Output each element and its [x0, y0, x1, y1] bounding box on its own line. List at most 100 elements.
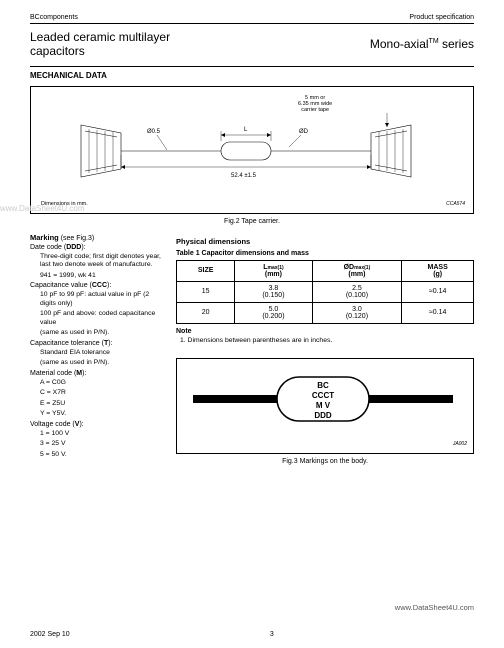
header-left: BCcomponents — [30, 14, 78, 21]
cell-m: ≈0.14 — [402, 302, 474, 323]
fig2-cca: CCA574 — [446, 201, 465, 207]
vol-h: Voltage code (V): — [30, 421, 162, 428]
mat-a: A = C0G — [40, 379, 162, 387]
fig3-caption: Fig.3 Markings on the body. — [176, 458, 474, 465]
table-row: 15 3.8(0.150) 2.5(0.100) ≈0.14 — [177, 281, 474, 302]
cell-l: 5.0(0.200) — [235, 302, 312, 323]
th-size: SIZE — [177, 260, 235, 281]
fig2-d05-label: Ø0.5 — [147, 129, 161, 135]
title-right-pre: Mono-axial — [370, 37, 429, 51]
marking-heading: Marking (see Fig.3) — [30, 233, 162, 242]
header-row: BCcomponents Product specification — [30, 14, 474, 21]
mat-h: Material code (M): — [30, 370, 162, 377]
table-row: 20 5.0(0.200) 3.0(0.120) ≈0.14 — [177, 302, 474, 323]
cell-l-v: 3.8 — [269, 285, 279, 292]
date-code-h: Date code (DDD): — [30, 244, 162, 251]
th-mass: MASS(g) — [402, 260, 474, 281]
date-text1: Three-digit code; first digit denotes ye… — [40, 253, 162, 270]
cap-bold: CCC — [92, 282, 107, 289]
cell-size: 20 — [177, 302, 235, 323]
section-mechanical: MECHANICAL DATA — [30, 71, 474, 80]
header-right: Product specification — [409, 14, 474, 21]
cell-d: 2.5(0.100) — [312, 281, 402, 302]
cap-t1: 10 pF to 99 pF: actual value in pF (2 di… — [40, 291, 162, 308]
columns: Marking (see Fig.3) Date code (DDD): Thr… — [30, 233, 474, 473]
left-column: Marking (see Fig.3) Date code (DDD): Thr… — [30, 233, 162, 473]
th-d-pre: ØD — [344, 264, 355, 271]
vol-5: 5 = 50 V. — [40, 451, 162, 459]
tol-t1: Standard EIA tolerance — [40, 349, 162, 357]
title-right: Mono-axialTM series — [370, 37, 474, 51]
cap-post: ): — [107, 282, 111, 289]
th-l-mm: (mm) — [265, 271, 282, 278]
th-l: Lmax(1)(mm) — [235, 260, 312, 281]
date-pre: Date code ( — [30, 244, 66, 251]
cell-d-v: 2.5 — [352, 285, 362, 292]
fig3-mv: M V — [316, 401, 331, 410]
table-header-row: SIZE Lmax(1)(mm) ØDmax(1)(mm) MASS(g) — [177, 260, 474, 281]
fig2-svg: Ø0.5 L ØD 52.4 ±1.5 — [71, 107, 431, 197]
cell-size: 15 — [177, 281, 235, 302]
fig2-box: 5 mm or 6.35 mm wide carrier tape — [30, 86, 474, 214]
tol-t2: (same as used in P/N). — [40, 359, 162, 367]
fig2-caption: Fig.2 Tape carrier. — [30, 218, 474, 225]
cell-d-i: (0.120) — [346, 313, 368, 320]
fig3-ddd: DDD — [314, 411, 332, 420]
date-text2: 941 = 1999, wk 41 — [40, 272, 162, 280]
tol-pre: Capacitance tolerance ( — [30, 340, 104, 347]
th-mass-g: (g) — [433, 271, 442, 278]
cell-d-v: 3.0 — [352, 306, 362, 313]
cell-l-v: 5.0 — [269, 306, 279, 313]
vol-3: 3 = 25 V — [40, 440, 162, 448]
title-right-post: series — [439, 37, 474, 51]
marking-see: (see Fig.3) — [59, 235, 94, 242]
tm-mark: TM — [429, 38, 439, 45]
marking-h: Marking — [30, 233, 59, 242]
vol-pre: Voltage code ( — [30, 421, 75, 428]
tol-h: Capacitance tolerance (T): — [30, 340, 162, 347]
date-post: ): — [81, 244, 85, 251]
th-mass-l: MASS — [428, 264, 448, 271]
title-left: Leaded ceramic multilayer capacitors — [30, 30, 170, 59]
footer-page: 3 — [270, 631, 274, 638]
cell-d-i: (0.100) — [346, 292, 368, 299]
cell-l-i: (0.200) — [262, 313, 284, 320]
cell-l-i: (0.150) — [262, 292, 284, 299]
tol-post: ): — [108, 340, 112, 347]
dim-table: SIZE Lmax(1)(mm) ØDmax(1)(mm) MASS(g) 15… — [176, 260, 474, 324]
phys-h: Physical dimensions — [176, 237, 474, 246]
title-line2: capacitors — [30, 44, 170, 58]
title-line1: Leaded ceramic multilayer — [30, 30, 170, 44]
mat-y: Y = Y5V. — [40, 410, 162, 418]
mat-c: C = X7R — [40, 389, 162, 397]
th-d-mm: (mm) — [348, 271, 365, 278]
cap-t3: (same as used in P/N). — [40, 329, 162, 337]
mat-e: E = Z5U — [40, 400, 162, 408]
fig3-svg: BC CCCT M V DDD — [193, 371, 453, 431]
mat-pre: Material code ( — [30, 370, 76, 377]
fig3-ccct: CCCT — [312, 391, 334, 400]
cell-l: 3.8(0.150) — [235, 281, 312, 302]
table-h: Table 1 Capacitor dimensions and mass — [176, 250, 309, 257]
footer: 2002 Sep 10 3 — [30, 631, 474, 638]
fig3-box: BC CCCT M V DDD JA002 — [176, 358, 474, 454]
right-column: Physical dimensions Table 1 Capacitor di… — [176, 233, 474, 473]
mat-post: ): — [82, 370, 86, 377]
cell-m: ≈0.14 — [402, 281, 474, 302]
rule-title — [30, 66, 474, 67]
note-1: 1. Dimensions between parentheses are in… — [180, 337, 474, 344]
watermark-left: www.DataSheet4U.com — [0, 204, 84, 213]
fig2-len-label: 52.4 ±1.5 — [231, 173, 257, 179]
fig2-d-label: ØD — [299, 129, 309, 135]
cap-t2: 100 pF and above: coded capacitance valu… — [40, 310, 162, 327]
vol-post: ): — [79, 421, 83, 428]
fig3-ja: JA002 — [453, 441, 467, 447]
table-heading: Table 1 Capacitor dimensions and mass — [176, 250, 474, 257]
fig3-bc: BC — [317, 381, 329, 390]
title-row: Leaded ceramic multilayer capacitors Mon… — [30, 24, 474, 67]
cap-pre: Capacitance value ( — [30, 282, 92, 289]
watermark: www.DataSheet4U.com — [395, 603, 474, 612]
fig2-l-label: L — [244, 127, 248, 133]
note-h: Note — [176, 328, 474, 335]
date-bold: DDD — [66, 244, 81, 251]
